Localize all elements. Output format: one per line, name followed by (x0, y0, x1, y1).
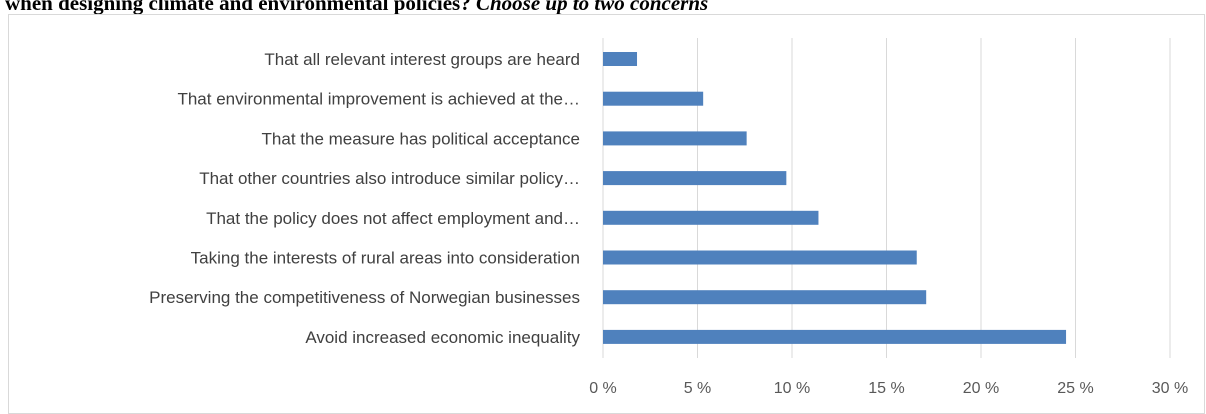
category-label: Taking the interests of rural areas into… (191, 249, 580, 268)
category-label: Avoid increased economic inequality (305, 328, 580, 347)
bar (603, 251, 917, 265)
category-label: That all relevant interest groups are he… (264, 50, 580, 69)
x-tick-label: 5 % (684, 380, 712, 397)
bar (603, 131, 747, 145)
bars (603, 52, 1066, 344)
x-tick-label: 20 % (963, 380, 999, 397)
category-label: That the measure has political acceptanc… (262, 129, 580, 148)
bar (603, 211, 818, 225)
x-tick-label: 30 % (1152, 380, 1188, 397)
bar (603, 290, 926, 304)
bar (603, 171, 786, 185)
x-tick-label: 25 % (1057, 380, 1093, 397)
category-label: That environmental improvement is achiev… (177, 90, 580, 109)
bar (603, 330, 1066, 344)
bar (603, 52, 637, 66)
category-label: Preserving the competitiveness of Norweg… (149, 288, 580, 307)
x-tick-label: 10 % (774, 380, 810, 397)
x-tick-labels: 0 % 5 % 10 % 15 % 20 % 25 % 30 % (589, 380, 1188, 397)
category-label: That the policy does not affect employme… (206, 209, 580, 228)
x-tick-label: 0 % (589, 380, 617, 397)
bar (603, 92, 703, 106)
category-label: That other countries also introduce simi… (199, 169, 580, 188)
x-tick-label: 15 % (868, 380, 904, 397)
gridlines (603, 38, 1170, 358)
category-labels: That all relevant interest groups are he… (149, 50, 580, 347)
